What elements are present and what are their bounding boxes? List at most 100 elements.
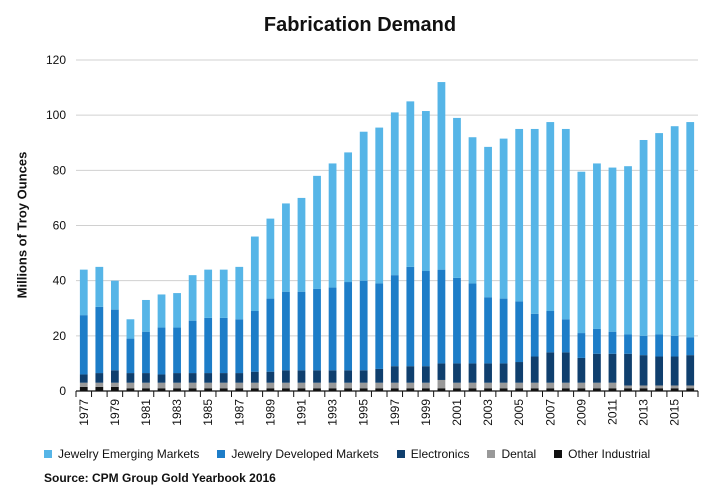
y-tick-label: 60	[53, 219, 67, 233]
bar-segment	[406, 366, 415, 383]
bar-segment	[250, 311, 259, 372]
bar-segment	[437, 82, 446, 270]
bar-segment	[188, 373, 197, 383]
bar-segment	[188, 388, 197, 391]
bar-segment	[421, 271, 430, 367]
bar-segment	[499, 363, 508, 383]
legend-swatch	[487, 450, 496, 458]
bar-segment	[79, 374, 88, 383]
bar-segment	[421, 111, 430, 272]
bar-segment	[390, 382, 399, 389]
bar-segment	[390, 388, 399, 391]
bar-segment	[173, 388, 181, 391]
bar-segment	[266, 218, 275, 299]
bar-segment	[608, 167, 617, 332]
bar-segment	[282, 203, 290, 292]
bar-segment	[204, 382, 213, 389]
bar-segment	[577, 357, 586, 383]
bar-segment	[328, 287, 337, 371]
bar-segment	[639, 385, 648, 389]
bar-segment	[173, 327, 181, 374]
bar-segment	[359, 370, 368, 383]
y-tick-label: 100	[46, 108, 66, 122]
bar-segment	[406, 266, 415, 367]
bar-segment	[95, 266, 104, 307]
x-tick-label: 1999	[419, 399, 433, 426]
bar-segment	[530, 313, 539, 357]
y-tick-label: 20	[53, 329, 67, 343]
bar-segment	[173, 293, 181, 328]
bar-segment	[406, 101, 415, 267]
bar-segment	[468, 382, 477, 389]
bar-segment	[188, 275, 197, 321]
bar-segment	[142, 299, 150, 332]
x-tick-label: 2015	[668, 399, 682, 426]
bar-segment	[235, 319, 244, 374]
x-tick-label: 2007	[543, 399, 557, 426]
bar-segment	[328, 370, 337, 383]
bar-segment	[515, 128, 524, 302]
bar-segment	[390, 112, 399, 276]
bar-segment	[313, 175, 321, 289]
bar-segment	[577, 171, 586, 334]
bar-segment	[530, 382, 539, 389]
bar-segment	[297, 382, 306, 389]
bar-segment	[546, 122, 555, 312]
bar-segment	[313, 288, 321, 371]
bar-segment	[593, 353, 601, 383]
chart-title: Fabrication Demand	[263, 14, 457, 36]
bar-segment	[266, 371, 275, 383]
bar-segment	[344, 282, 353, 371]
bar-segment	[359, 280, 368, 371]
bar-segment	[235, 382, 244, 389]
bar-segment	[655, 334, 664, 357]
bar-segment	[561, 352, 570, 383]
bar-segment	[297, 197, 306, 292]
legend-swatch	[554, 450, 563, 458]
bar-segment	[126, 338, 135, 374]
bar-segment	[546, 388, 555, 391]
bar-segment	[204, 269, 213, 318]
x-tick-label: 1985	[201, 399, 215, 426]
x-tick-label: 2013	[637, 399, 651, 426]
bar-segment	[219, 382, 228, 389]
bar-segment	[79, 315, 88, 375]
x-tick-label: 1979	[108, 399, 122, 426]
x-tick-label: 1987	[232, 399, 246, 426]
bar-segment	[344, 382, 353, 389]
bar-segment	[670, 335, 679, 357]
bar-segment	[126, 373, 135, 383]
legend-item-other-industrial: Other Industrial	[554, 447, 650, 461]
bar-segment	[157, 327, 166, 375]
bar-segment	[375, 368, 384, 383]
bar-segment	[157, 388, 166, 391]
bar-segment	[359, 388, 368, 391]
bar-segment	[204, 317, 213, 374]
legend-item-dental: Dental	[487, 447, 536, 461]
bar-segment	[204, 373, 213, 383]
bar-segment	[157, 294, 166, 328]
bar-segment	[577, 382, 586, 389]
bar-segment	[608, 382, 617, 389]
bar-segment	[561, 382, 570, 389]
bar-segment	[282, 388, 290, 391]
bar-segment	[250, 382, 259, 389]
bar-segment	[110, 386, 119, 391]
bar-segment	[126, 319, 135, 339]
bar-segment	[173, 382, 181, 389]
bar-segment	[235, 373, 244, 383]
legend-label: Jewelry Developed Markets	[231, 447, 379, 461]
bar-segment	[608, 388, 617, 391]
x-tick-label: 1983	[170, 399, 184, 426]
bar-segment	[390, 275, 399, 367]
y-tick-label: 0	[59, 384, 66, 398]
bar-segment	[686, 337, 695, 356]
bar-segment	[484, 363, 492, 383]
bar-segment	[499, 298, 508, 364]
bar-segment	[593, 388, 601, 391]
bar-segment	[686, 355, 695, 386]
bar-segment	[655, 356, 664, 386]
bar-segment	[95, 382, 104, 387]
bar-segment	[639, 335, 648, 356]
legend: Jewelry Emerging Markets Jewelry Develop…	[44, 447, 650, 461]
